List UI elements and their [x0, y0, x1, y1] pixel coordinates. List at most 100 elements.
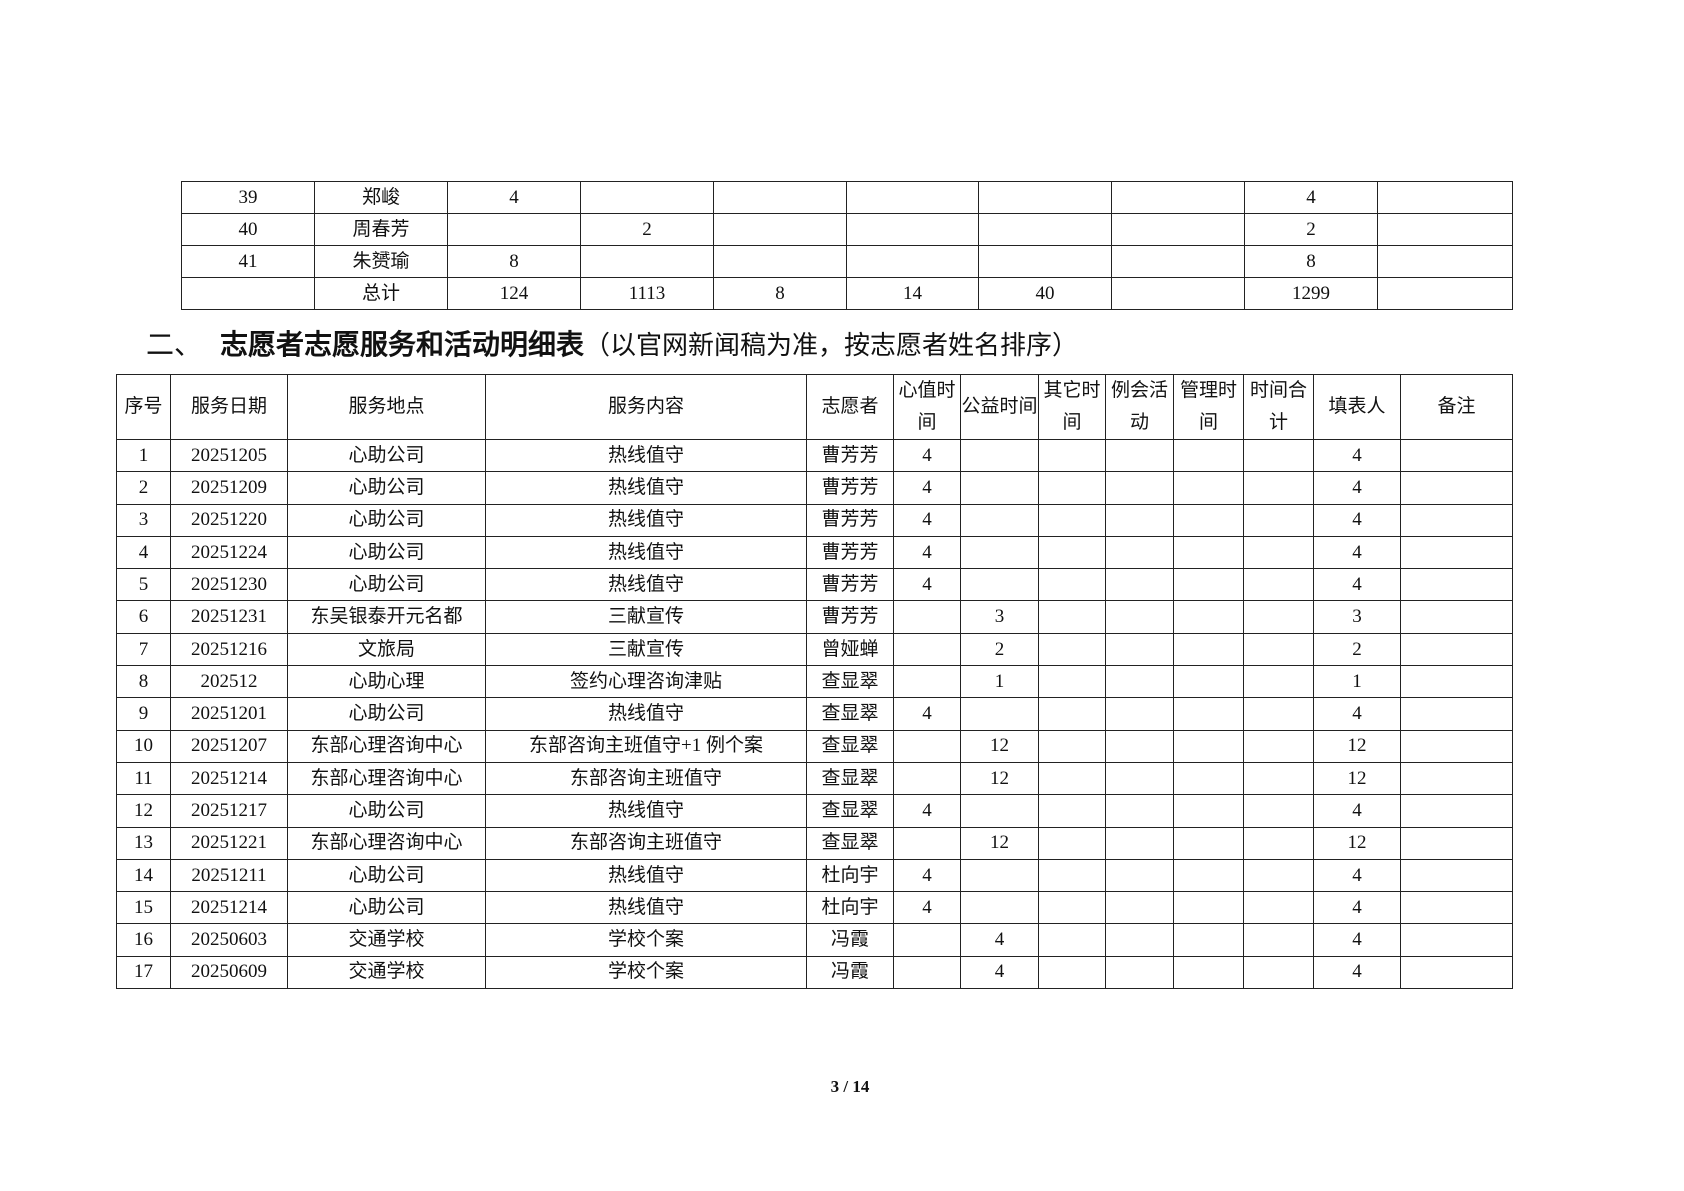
detail-table: 序号 服务日期 服务地点 服务内容 志愿者 心值时间 公益时间 其它时间 例会活动 管理时间 时间合…	[116, 374, 1513, 990]
table-cell: 20251220	[170, 503, 288, 537]
table-cell	[1377, 181, 1513, 214]
table-cell: 4	[1313, 858, 1401, 893]
table-cell: 管理时间	[1173, 374, 1244, 440]
table-cell: 2	[960, 632, 1039, 667]
table-cell: 4	[1313, 923, 1401, 957]
table-cell	[1173, 729, 1244, 763]
table-cell: 4	[1313, 697, 1401, 731]
table-cell	[1173, 955, 1244, 990]
table-cell	[893, 761, 961, 796]
table-cell	[846, 181, 979, 214]
table-cell: 8	[447, 245, 581, 278]
table-cell	[1038, 665, 1106, 699]
table-cell	[1105, 471, 1174, 505]
table-cell: 3	[1313, 600, 1401, 634]
table-cell: 冯霞	[806, 923, 894, 957]
table-cell	[1173, 858, 1244, 893]
section-heading: 二、 志愿者志愿服务和活动明细表（以官网新闻稿为准，按志愿者姓名排序）	[146, 323, 1078, 363]
table-cell: 心助公司	[287, 568, 486, 602]
table-cell	[1400, 665, 1513, 699]
table-cell: 热线值守	[485, 697, 807, 731]
table-cell	[1173, 535, 1244, 570]
table-cell	[1173, 761, 1244, 796]
table-cell: 20250603	[170, 923, 288, 957]
table-cell: 4	[1313, 438, 1401, 473]
table-cell	[1105, 761, 1174, 796]
table-cell	[1400, 891, 1513, 925]
table-cell	[1243, 794, 1314, 828]
table-cell: 热线值守	[485, 568, 807, 602]
table-cell: 查显翠	[806, 729, 894, 763]
table-cell	[1243, 697, 1314, 731]
table-cell	[1243, 632, 1314, 667]
table-row: 11 20251214 东部心理咨询中心 东部咨询主班值守 查显翠 12 12	[116, 761, 1513, 796]
table-cell	[1243, 891, 1314, 925]
table-cell	[1173, 665, 1244, 699]
table-cell	[1038, 794, 1106, 828]
table-cell	[1105, 697, 1174, 731]
table-cell	[1173, 826, 1244, 860]
table-cell: 东部咨询主班值守	[485, 761, 807, 796]
table-cell	[960, 858, 1039, 893]
table-cell: 心值时间	[893, 374, 961, 440]
table-cell	[1400, 858, 1513, 893]
table-cell	[1173, 697, 1244, 731]
table-cell	[713, 213, 847, 246]
table-cell: 朱赟瑜	[314, 245, 448, 278]
table-cell	[960, 697, 1039, 731]
table-cell: 心助公司	[287, 858, 486, 893]
table-cell: 20251214	[170, 891, 288, 925]
table-cell	[1243, 826, 1314, 860]
table-cell: 4	[1244, 181, 1378, 214]
table-cell: 备注	[1400, 374, 1513, 440]
table-cell: 1	[960, 665, 1039, 699]
table-cell: 20251231	[170, 600, 288, 634]
table-cell	[960, 503, 1039, 537]
table-cell: 2	[580, 213, 714, 246]
section-title: 志愿者志愿服务和活动明细表	[220, 330, 585, 361]
table-cell	[1243, 761, 1314, 796]
table-cell: 4	[1313, 794, 1401, 828]
table-cell	[1400, 471, 1513, 505]
table-cell: 心助公司	[287, 503, 486, 537]
table-row: 4 20251224 心助公司 热线值守 曹芳芳 4 4	[116, 535, 1513, 570]
table-cell: 文旅局	[287, 632, 486, 667]
table-cell	[1038, 826, 1106, 860]
table-cell: 4	[1313, 503, 1401, 537]
table-cell: 热线值守	[485, 858, 807, 893]
page-number: 3 / 14	[830, 1077, 870, 1096]
table-cell: 填表人	[1313, 374, 1401, 440]
table-cell: 心助心理	[287, 665, 486, 699]
table-cell: 心助公司	[287, 438, 486, 473]
table-cell: 39	[181, 181, 315, 214]
table-cell: 热线值守	[485, 438, 807, 473]
table-cell: 2	[1313, 632, 1401, 667]
table-cell	[1105, 858, 1174, 893]
table-cell	[1038, 729, 1106, 763]
table-cell	[1105, 503, 1174, 537]
table-cell	[713, 181, 847, 214]
table-cell: 12	[1313, 761, 1401, 796]
table-cell: 热线值守	[485, 891, 807, 925]
table-cell	[1105, 438, 1174, 473]
table-cell	[893, 923, 961, 957]
table-cell: 20250609	[170, 955, 288, 990]
table-cell: 服务内容	[485, 374, 807, 440]
table-cell: 12	[116, 794, 171, 828]
table-cell	[1038, 761, 1106, 796]
table-cell: 4	[893, 535, 961, 570]
table-cell: 东部心理咨询中心	[287, 826, 486, 860]
table-cell: 杜向宇	[806, 891, 894, 925]
table-cell: 冯霞	[806, 955, 894, 990]
table-cell	[1400, 600, 1513, 634]
table-cell: 40	[181, 213, 315, 246]
table-cell: 三献宣传	[485, 600, 807, 634]
table-cell: 20251217	[170, 794, 288, 828]
table-cell	[1105, 923, 1174, 957]
table-cell: 4	[893, 858, 961, 893]
table-cell: 12	[960, 761, 1039, 796]
table-cell: 交通学校	[287, 955, 486, 990]
table-cell	[1105, 665, 1174, 699]
table-cell	[978, 181, 1112, 214]
table-cell	[1105, 955, 1174, 990]
